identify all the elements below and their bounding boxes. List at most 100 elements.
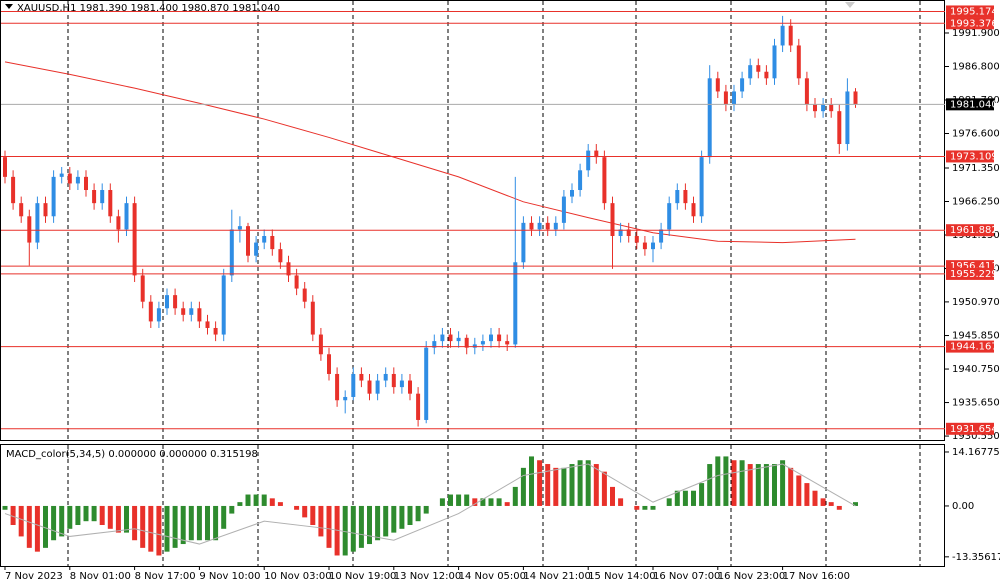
candle-body <box>92 190 97 204</box>
candle-body <box>310 301 315 335</box>
candle-body <box>497 334 502 342</box>
candle-body <box>221 275 226 335</box>
candle-body <box>723 91 728 105</box>
candle-body <box>513 262 518 345</box>
macd-bar <box>780 460 786 506</box>
candle-body <box>424 347 429 420</box>
macd-bar <box>261 494 267 506</box>
candle-body <box>756 65 761 72</box>
candle-body <box>237 226 242 230</box>
macd-bar <box>124 505 129 533</box>
macd-bar <box>448 494 453 506</box>
candle-body <box>659 229 664 243</box>
candle-body <box>246 226 250 256</box>
macd-bar <box>561 467 567 506</box>
y-tick-label: 1945.850 <box>952 331 1000 342</box>
y-tick-label: -13.356178 <box>952 552 1000 563</box>
candle-body <box>610 203 615 236</box>
macd-bar <box>107 505 113 529</box>
candle-body <box>229 229 234 276</box>
macd-bar <box>796 475 802 506</box>
macd-bar <box>772 464 777 506</box>
macd-bar <box>99 505 105 525</box>
candle-body <box>19 203 24 217</box>
candle-body <box>780 25 785 46</box>
macd-bar <box>140 505 146 548</box>
x-tick-label: 15 Nov 14:00 <box>588 571 655 582</box>
macd-bar <box>520 467 526 506</box>
macd-bar <box>213 505 219 541</box>
macd-bar <box>812 490 818 506</box>
candle-body <box>480 341 485 345</box>
x-tick-label: 8 Nov 17:00 <box>135 571 196 582</box>
candle-body <box>67 173 72 184</box>
macd-bar <box>691 490 696 506</box>
y-tick-label: 1935.650 <box>952 398 1000 409</box>
ma-line <box>4 61 856 244</box>
candle-body <box>84 176 88 191</box>
candle-body <box>327 354 331 374</box>
level-label: 1995.174 <box>950 6 998 17</box>
candle-body <box>586 150 591 171</box>
macd-title: MACD_color(5,34,5) 0.000000 0.000000 0.3… <box>6 449 258 460</box>
candle-body <box>472 344 477 348</box>
macd-bar <box>253 494 259 506</box>
candle-body <box>602 157 607 204</box>
candle-body <box>456 337 461 342</box>
macd-bar <box>545 464 551 506</box>
candle-body <box>813 104 817 112</box>
level-label: 1956.411 <box>950 261 998 272</box>
macd-bar <box>731 460 737 506</box>
macd-bar <box>51 505 57 541</box>
candle-body <box>651 242 655 250</box>
candle-body <box>788 25 793 46</box>
macd-bar <box>180 505 186 545</box>
candle-body <box>75 176 80 184</box>
candle-body <box>732 91 736 105</box>
macd-bar <box>618 498 624 506</box>
macd-bar <box>699 483 705 506</box>
candle-body <box>205 321 210 328</box>
candle-body <box>529 222 534 230</box>
candle-body <box>715 78 720 92</box>
macd-bar <box>43 505 48 548</box>
macd-bar <box>132 505 138 541</box>
macd-bar <box>367 505 372 545</box>
level-label: 1993.376 <box>950 18 998 29</box>
candle-body <box>837 111 842 145</box>
macd-bar <box>585 460 591 506</box>
candle-body <box>416 393 421 420</box>
candle-body <box>699 157 704 217</box>
level-label-box <box>946 224 994 237</box>
macd-bar <box>34 505 40 552</box>
macd-bar <box>245 494 251 506</box>
candle-body <box>351 373 356 397</box>
candle-body <box>148 301 153 322</box>
y-tick-label: 1976.600 <box>952 129 1000 140</box>
macd-bar <box>480 498 486 506</box>
macd-bar <box>439 498 445 506</box>
macd-bar <box>115 505 121 533</box>
candle-body <box>821 104 826 112</box>
macd-bar <box>707 464 713 506</box>
y-tick-label: 1966.250 <box>952 197 1000 208</box>
level-label: 1955.229 <box>950 269 998 280</box>
candle-body <box>27 216 32 243</box>
macd-bar <box>423 505 429 514</box>
x-tick-label: 10 Nov 19:00 <box>329 571 396 582</box>
candle-body <box>359 373 364 381</box>
candle-body <box>116 216 121 230</box>
candle-body <box>594 150 599 158</box>
macd-bar <box>642 505 648 510</box>
macd-bar <box>164 505 170 552</box>
last-price-label: 1981.040 <box>950 99 998 110</box>
macd-bar <box>601 471 607 506</box>
candle-body <box>440 334 445 342</box>
candle-body <box>197 308 202 322</box>
candle-body <box>772 45 777 79</box>
macd-bar <box>488 498 494 506</box>
macd-bar <box>763 464 769 506</box>
x-tick-label: 16 Nov 23:00 <box>718 571 785 582</box>
macd-bar <box>277 502 283 506</box>
